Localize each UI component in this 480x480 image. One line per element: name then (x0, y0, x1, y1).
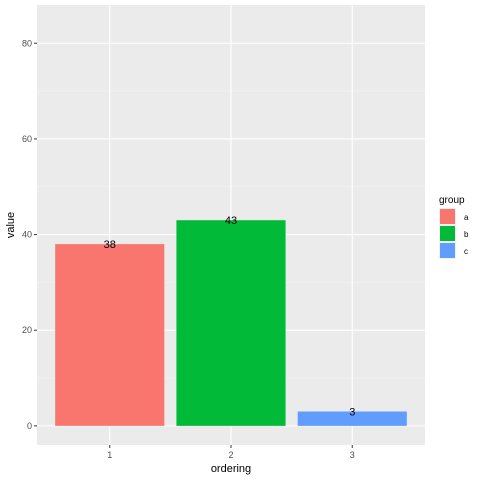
legend-swatch-c (440, 243, 455, 258)
bar-1 (55, 244, 165, 426)
legend-label-c: c (464, 247, 468, 256)
legend: group abc (439, 195, 469, 259)
y-tick-label: 60 (22, 134, 32, 144)
bar-3 (297, 411, 407, 426)
y-tick-label: 20 (22, 325, 32, 335)
bars (55, 220, 407, 426)
y-axis-title: value (5, 212, 17, 238)
bar-label: 43 (225, 215, 237, 227)
bar-label: 38 (104, 239, 116, 251)
bar-2 (176, 220, 286, 426)
x-axis-ticks: 1 2 3 (107, 445, 355, 460)
y-tick-label: 80 (22, 38, 32, 48)
y-axis-ticks: 0 20 40 60 80 (22, 38, 37, 431)
x-tick-label: 2 (228, 450, 233, 460)
legend-label-b: b (464, 230, 469, 239)
legend-swatch-a (440, 209, 455, 224)
y-tick-label: 40 (22, 230, 32, 240)
legend-swatch-b (440, 226, 455, 241)
y-tick-label: 0 (27, 421, 32, 431)
x-tick-label: 1 (107, 450, 112, 460)
bar-labels: 38 43 3 (104, 215, 356, 418)
legend-title: group (439, 195, 465, 206)
legend-label-a: a (464, 213, 469, 222)
x-axis-title: ordering (211, 463, 251, 475)
x-tick-label: 3 (350, 450, 355, 460)
bar-label: 3 (349, 407, 355, 419)
legend-items: abc (439, 208, 469, 259)
